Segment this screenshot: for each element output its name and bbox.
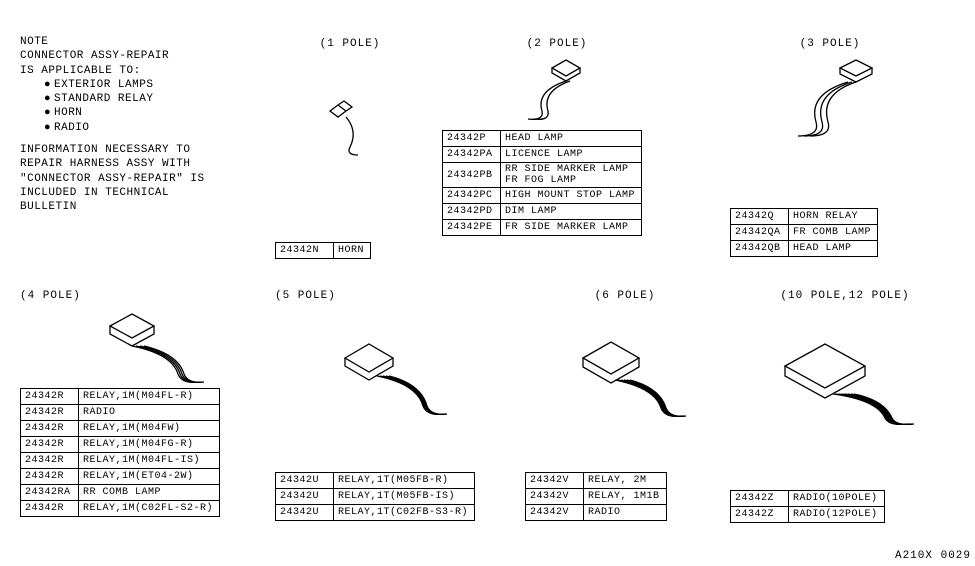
- table-5-pole: 24342URELAY,1T(M05FB-R) 24342URELAY,1T(M…: [275, 472, 475, 521]
- note-info4: INCLUDED IN TECHNICAL: [20, 186, 260, 200]
- group-1-pole: (1 POLE): [275, 38, 425, 160]
- table-row: 24342ZRADIO(10POLE): [731, 491, 885, 507]
- table-row: 24342PDDIM LAMP: [443, 204, 642, 220]
- table-1-pole: 24342NHORN: [275, 242, 371, 259]
- table-row: 24342PALICENCE LAMP: [443, 147, 642, 163]
- connector-5-pole-icon: [305, 308, 465, 423]
- table-row: 24342NHORN: [276, 243, 371, 259]
- connector-3-pole-icon: [770, 56, 890, 151]
- note-heading: NOTE: [20, 35, 260, 49]
- note-line1: CONNECTOR ASSY-REPAIR: [20, 49, 260, 63]
- table-row: 24342RRELAY,1M(ET04-2W): [21, 469, 220, 485]
- pole-label-10-12: (10 POLE,12 POLE): [730, 290, 960, 302]
- table-row: 24342VRELAY, 2M: [526, 473, 667, 489]
- group-3-pole: (3 POLE): [730, 38, 930, 155]
- table-row: 24342URELAY,1T(M05FB-R): [276, 473, 475, 489]
- table-row: 24342QAFR COMB LAMP: [731, 225, 878, 241]
- pole-label-3: (3 POLE): [730, 38, 930, 50]
- table-row: 24342RRELAY,1M(M04FL-R): [21, 389, 220, 405]
- note-bullet: ●EXTERIOR LAMPS: [20, 78, 260, 92]
- pole-label-5: (5 POLE): [275, 290, 495, 302]
- table-row: 24342QHORN RELAY: [731, 209, 878, 225]
- table-row: 24342RRADIO: [21, 405, 220, 421]
- table-row: 24342URELAY,1T(M05FB-IS): [276, 489, 475, 505]
- group-10-12-pole: (10 POLE,12 POLE): [730, 290, 960, 437]
- part-code: 24342N: [276, 243, 334, 259]
- pole-label-6: (6 POLE): [525, 290, 725, 302]
- table-row: 24342RRELAY,1M(M04FW): [21, 421, 220, 437]
- table-row: 24342VRADIO: [526, 505, 667, 521]
- table-row: 24342VRELAY, 1M1B: [526, 489, 667, 505]
- part-desc-multiline: RR SIDE MARKER LAMPFR FOG LAMP: [501, 163, 642, 188]
- group-5-pole: (5 POLE): [275, 290, 495, 427]
- table-row: 24342RRELAY,1M(M04FL-IS): [21, 453, 220, 469]
- table-row: 24342URELAY,1T(C02FB-S3-R): [276, 505, 475, 521]
- table-2-pole: 24342PHEAD LAMP 24342PALICENCE LAMP 2434…: [442, 130, 642, 236]
- table-row: 24342PCHIGH MOUNT STOP LAMP: [443, 188, 642, 204]
- note-info3: "CONNECTOR ASSY-REPAIR" IS: [20, 172, 260, 186]
- connector-6-pole-icon: [545, 308, 705, 423]
- connector-1-pole-icon: [300, 56, 400, 156]
- table-10-12-pole: 24342ZRADIO(10POLE) 24342ZRADIO(12POLE): [730, 490, 885, 523]
- connector-10-12-pole-icon: [755, 308, 935, 433]
- table-row: 24342PBRR SIDE MARKER LAMPFR FOG LAMP: [443, 163, 642, 188]
- note-info5: BULLETIN: [20, 200, 260, 214]
- table-3-pole: 24342QHORN RELAY 24342QAFR COMB LAMP 243…: [730, 208, 878, 257]
- connector-4-pole-icon: [80, 308, 240, 388]
- table-row: 24342RARR COMB LAMP: [21, 485, 220, 501]
- pole-label-2: (2 POLE): [442, 38, 672, 50]
- table-row: 24342RRELAY,1M(C02FL-S2-R): [21, 501, 220, 517]
- table-row: 24342PHEAD LAMP: [443, 131, 642, 147]
- table-4-pole: 24342RRELAY,1M(M04FL-R) 24342RRADIO 2434…: [20, 388, 220, 517]
- note-info2: REPAIR HARNESS ASSY WITH: [20, 157, 260, 171]
- group-2-pole: (2 POLE): [442, 38, 672, 130]
- table-row: 24342RRELAY,1M(M04FG-R): [21, 437, 220, 453]
- table-row: 24342QBHEAD LAMP: [731, 241, 878, 257]
- note-info1: INFORMATION NECESSARY TO: [20, 143, 260, 157]
- note-line2: IS APPLICABLE TO:: [20, 64, 260, 78]
- part-desc: HORN: [334, 243, 371, 259]
- note-bullet: ●RADIO: [20, 121, 260, 135]
- connector-2-pole-icon: [497, 56, 617, 126]
- pole-label-4: (4 POLE): [20, 290, 250, 302]
- table-6-pole: 24342VRELAY, 2M 24342VRELAY, 1M1B 24342V…: [525, 472, 667, 521]
- note-block: NOTE CONNECTOR ASSY-REPAIR IS APPLICABLE…: [20, 35, 260, 215]
- group-4-pole: (4 POLE): [20, 290, 250, 392]
- note-bullet: ●HORN: [20, 106, 260, 120]
- pole-label-1: (1 POLE): [275, 38, 425, 50]
- group-6-pole: (6 POLE): [525, 290, 725, 427]
- note-bullet: ●STANDARD RELAY: [20, 92, 260, 106]
- table-row: 24342PEFR SIDE MARKER LAMP: [443, 220, 642, 236]
- table-row: 24342ZRADIO(12POLE): [731, 507, 885, 523]
- footer-code: A210X 0029: [895, 550, 971, 562]
